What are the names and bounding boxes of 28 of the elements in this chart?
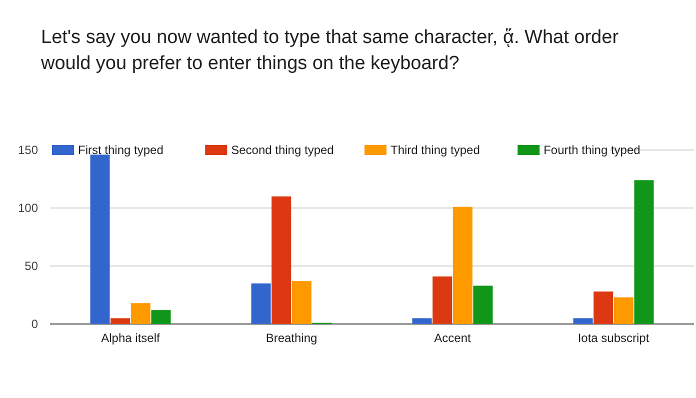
bar <box>110 318 130 324</box>
y-tick-label: 150 <box>18 143 38 157</box>
x-tick-label: Breathing <box>266 331 318 345</box>
legend-label: Third thing typed <box>390 143 480 157</box>
bar <box>634 180 654 324</box>
y-tick-label: 100 <box>18 201 38 215</box>
bar <box>90 154 110 324</box>
bar <box>432 276 452 324</box>
bar <box>452 206 472 324</box>
bar <box>573 318 593 324</box>
bar <box>614 297 634 324</box>
legend-label: First thing typed <box>78 143 164 157</box>
y-tick-label: 50 <box>24 259 38 273</box>
bar <box>473 286 493 324</box>
bar <box>292 281 312 324</box>
legend-label: Second thing typed <box>231 143 334 157</box>
bar <box>272 196 292 324</box>
bar <box>251 283 271 324</box>
bar <box>412 318 432 324</box>
bar <box>594 292 614 324</box>
legend-label: Fourth thing typed <box>544 143 640 157</box>
y-tick-label: 0 <box>31 317 38 331</box>
x-tick-label: Alpha itself <box>101 331 161 345</box>
bar <box>130 303 150 324</box>
x-tick-label: Iota subscript <box>578 331 650 345</box>
chart-title: Let's say you now wanted to type that same character, ᾅ. What order would you prefer to enter things on the keyboard? <box>40 27 620 74</box>
x-tick-label: Accent <box>434 331 472 345</box>
bar <box>151 310 171 324</box>
